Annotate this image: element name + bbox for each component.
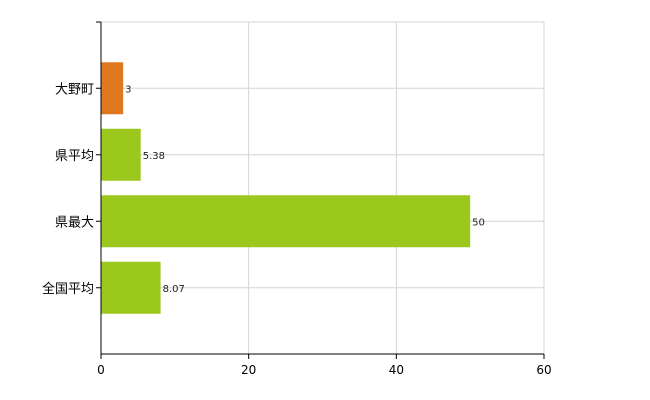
value-label: 5.38	[143, 151, 165, 162]
value-label: 50	[472, 217, 485, 228]
x-tick-label: 0	[97, 363, 105, 377]
bar	[101, 62, 124, 115]
x-tick-label: 20	[241, 363, 256, 377]
category-label: 大野町	[55, 82, 94, 97]
category-label: 県最大	[55, 215, 94, 230]
axes	[96, 21, 545, 359]
x-tick-label: 40	[389, 363, 404, 377]
bar	[101, 261, 161, 314]
value-label: 8.07	[163, 284, 185, 295]
value-label: 3	[125, 84, 131, 95]
bar	[101, 195, 471, 248]
grid-lines	[101, 21, 545, 354]
bar	[101, 128, 141, 181]
category-label: 県平均	[55, 149, 94, 164]
category-label: 全国平均	[42, 281, 94, 297]
bars	[101, 62, 471, 314]
labels: 3 大野町 5.38 県平均 50 県最大 8.07 全国平均 0 20 40 60	[42, 82, 552, 377]
x-tick-label: 60	[536, 363, 551, 377]
